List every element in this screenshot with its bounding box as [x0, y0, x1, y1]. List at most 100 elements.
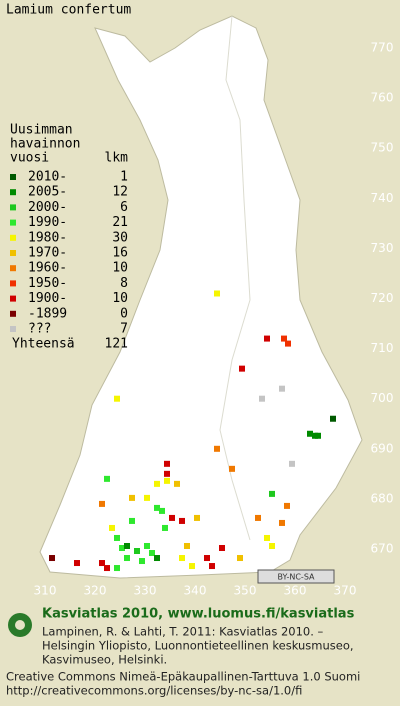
footer: Lampinen, R. & Lahti, T. 2011: Kasviatla…	[6, 625, 360, 698]
footer-heading: Kasviatlas 2010, www.luomus.fi/kasviatla…	[42, 607, 355, 622]
legend-swatch	[10, 174, 16, 180]
observation-square	[237, 555, 243, 562]
observation-square	[49, 555, 55, 562]
observation-square	[279, 385, 285, 392]
legend-count: 10	[112, 291, 128, 306]
license-line: Creative Commons Nimeä-Epäkaupallinen-Ta…	[6, 670, 360, 684]
observation-square	[154, 555, 160, 562]
observation-square	[219, 544, 225, 551]
legend-swatch	[10, 204, 16, 211]
legend-header: havainnon	[10, 137, 80, 152]
legend-count: 0	[120, 306, 128, 321]
legend-label: 1980-	[28, 230, 67, 245]
y-grid-label: 720	[371, 291, 394, 305]
observation-square	[259, 395, 265, 402]
observation-square	[124, 555, 130, 562]
legend-total: 121	[105, 337, 128, 352]
observation-square	[114, 565, 120, 572]
license-line: http://creativecommons.org/licenses/by-n…	[6, 684, 302, 698]
cc-badge	[257, 569, 335, 584]
legend-count: 10	[112, 261, 128, 276]
observation-square	[264, 335, 270, 342]
region-borders	[219, 15, 251, 541]
observation-square	[169, 514, 175, 521]
observation-square	[74, 560, 80, 567]
finland-outline	[39, 15, 363, 579]
observation-square	[269, 490, 275, 497]
legend-label: 1950-	[28, 276, 67, 291]
x-grid-label: 310	[34, 584, 57, 598]
y-grid-label: 710	[371, 341, 394, 355]
legend-count: 7	[120, 322, 128, 337]
legend-label: 2005-	[28, 185, 67, 200]
observation-square	[214, 290, 220, 297]
observation-square	[144, 542, 150, 549]
observation-square	[307, 430, 313, 437]
y-grid-label: 770	[371, 41, 394, 55]
y-grid-label: 700	[371, 391, 394, 405]
observation-points	[49, 290, 336, 572]
y-grid-label: 690	[371, 441, 394, 455]
observation-square	[144, 494, 150, 501]
observation-square	[149, 550, 155, 557]
legend-header: vuosi	[10, 151, 49, 166]
x-grid-label: 370	[334, 584, 357, 598]
observation-square	[179, 517, 185, 524]
observation-square	[209, 563, 215, 570]
observation-square	[109, 524, 115, 531]
legend-count: 8	[120, 276, 128, 291]
legend-count-header: lkm	[105, 151, 129, 166]
legend-swatch	[10, 265, 16, 272]
y-grid-label: 740	[371, 191, 394, 205]
legend-label: ???	[28, 322, 51, 337]
y-grid-label: 760	[371, 91, 394, 105]
legend-label: 2010-	[28, 170, 67, 185]
observation-square	[330, 415, 336, 422]
x-grid-label: 320	[84, 584, 107, 598]
observation-square	[214, 445, 220, 452]
logo-center	[15, 620, 25, 630]
legend-swatch	[10, 234, 16, 241]
observation-square	[164, 477, 170, 484]
legend-label: 1970-	[28, 246, 67, 261]
observation-square	[159, 507, 165, 514]
legend-count: 21	[112, 215, 128, 230]
map-title: Lamium confertum	[6, 3, 131, 18]
observation-square	[114, 534, 120, 541]
legend-swatch	[10, 250, 16, 256]
observation-square	[124, 542, 130, 549]
legend-label: 1960-	[28, 261, 67, 276]
legend-count: 16	[112, 246, 128, 261]
y-grid-label: 750	[371, 141, 394, 155]
observation-square	[129, 494, 135, 501]
observation-square	[129, 517, 135, 524]
legend-total-label: Yhteensä	[12, 337, 75, 352]
x-grid-label: 350	[234, 584, 257, 598]
y-grid-label: 670	[371, 542, 394, 556]
observation-square	[184, 542, 190, 549]
legend-label: 2000-	[28, 200, 67, 215]
observation-square	[189, 563, 195, 570]
legend-swatch	[10, 280, 16, 287]
legend-swatch	[10, 189, 16, 196]
observation-square	[164, 460, 170, 467]
legend-swatch	[10, 219, 16, 226]
legend-count: 12	[112, 185, 128, 200]
legend-label: 1900-	[28, 291, 67, 306]
observation-square	[229, 465, 235, 472]
legend-count: 6	[120, 200, 128, 215]
observation-square	[284, 502, 290, 509]
x-grid-label: 330	[134, 584, 157, 598]
observation-square	[281, 335, 287, 342]
observation-square	[179, 555, 185, 562]
citation-line: Lampinen, R. & Lahti, T. 2011: Kasviatla…	[42, 625, 324, 639]
observation-square	[104, 565, 110, 572]
legend-label: 1990-	[28, 215, 67, 230]
observation-square	[154, 480, 160, 487]
observation-square	[269, 542, 275, 549]
observation-square	[289, 460, 295, 467]
legend-swatch	[10, 326, 16, 332]
observation-square	[194, 514, 200, 521]
observation-square	[264, 534, 270, 541]
observation-square	[104, 475, 110, 482]
